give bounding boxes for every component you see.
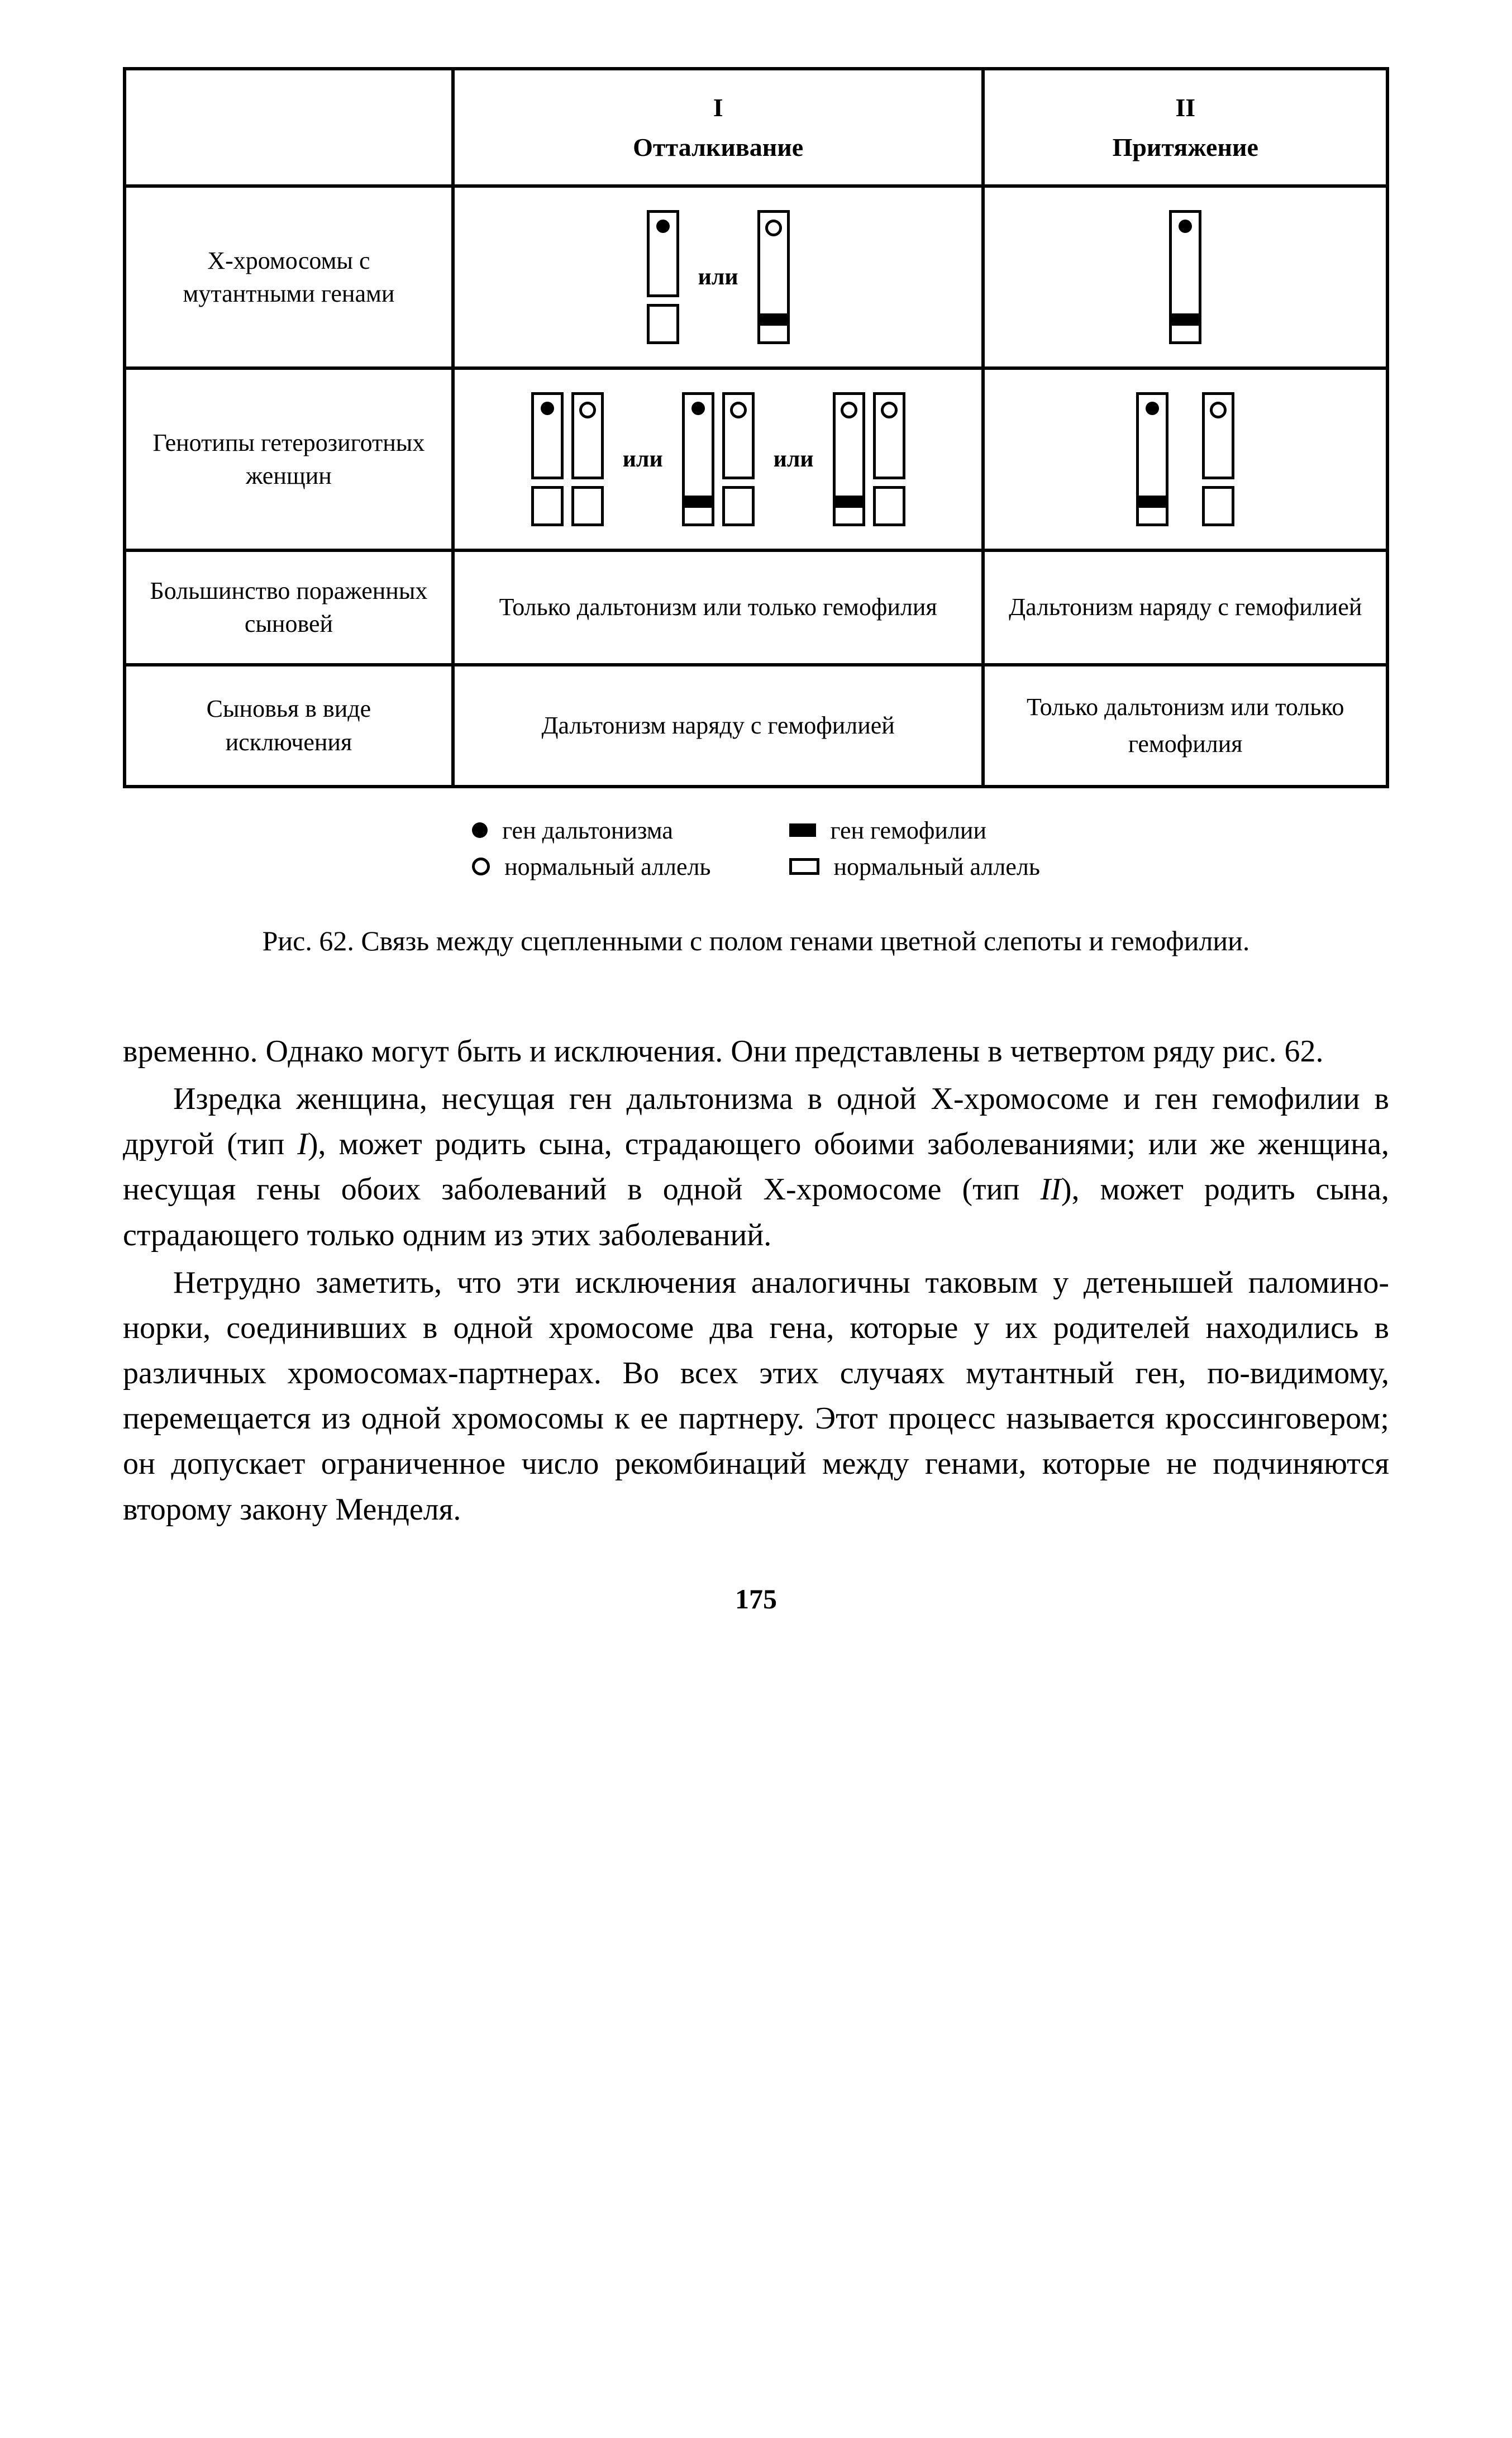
chromosome-pair bbox=[1136, 392, 1234, 526]
row1-mid-diagram: или bbox=[470, 210, 966, 344]
allele-dot-open-icon bbox=[1210, 402, 1227, 418]
chromosome-icon bbox=[647, 210, 679, 344]
allele-dot-filled-icon bbox=[541, 402, 554, 415]
chromosome-pair bbox=[833, 392, 905, 526]
chromosome-icon bbox=[571, 392, 604, 526]
header-blank bbox=[125, 69, 453, 186]
legend-col-right: ген гемофилии нормальный аллель bbox=[789, 816, 1040, 881]
header-col-attraction: II Притяжение bbox=[983, 69, 1387, 186]
allele-band-open-icon bbox=[531, 477, 564, 489]
figure-table: I Отталкивание II Притяжение Х-хромосомы… bbox=[123, 67, 1389, 788]
legend-rect-open-icon bbox=[789, 858, 819, 875]
row1-right bbox=[983, 186, 1387, 368]
chromosome-icon bbox=[1169, 210, 1201, 344]
allele-dot-open-icon bbox=[730, 402, 747, 418]
page-number: 175 bbox=[123, 1583, 1389, 1615]
row1-label: Х-хромосомы с мутантными генами bbox=[125, 186, 453, 368]
header-col2-name: Притяжение bbox=[1000, 132, 1370, 162]
chromosome-icon bbox=[1136, 392, 1168, 526]
allele-band-filled-icon bbox=[1169, 313, 1201, 326]
row3-label: Большинство пораженных сыновей bbox=[125, 550, 453, 665]
chromosome-pair bbox=[682, 392, 755, 526]
chromosome-icon bbox=[833, 392, 865, 526]
legend-label: нормальный аллель bbox=[834, 853, 1040, 881]
chromosome-icon bbox=[757, 210, 790, 344]
allele-band-open-icon bbox=[647, 294, 679, 307]
paragraph: Нетрудно заметить, что эти исключения ан… bbox=[123, 1260, 1389, 1532]
header-col2-num: II bbox=[1000, 93, 1370, 122]
legend-row: нормальный аллель bbox=[472, 853, 710, 881]
legend-label: ген гемофилии bbox=[831, 816, 987, 845]
header-col-repulsion: I Отталкивание bbox=[453, 69, 984, 186]
allele-dot-open-icon bbox=[765, 220, 782, 236]
legend-row: ген дальтонизма bbox=[472, 816, 710, 845]
row4-mid-text: Дальтонизм наряду с гемофилией bbox=[453, 665, 984, 787]
figure-legend: ген дальтонизма нормальный аллель ген ге… bbox=[123, 816, 1389, 881]
allele-band-open-icon bbox=[873, 477, 905, 489]
figure-caption: Рис. 62. Связь между сцепленными с полом… bbox=[156, 920, 1356, 962]
row2-label: Генотипы гетерозиготных женщин bbox=[125, 368, 453, 550]
chromosome-icon bbox=[873, 392, 905, 526]
row2-right-diagram bbox=[1000, 392, 1370, 526]
row2-right bbox=[983, 368, 1387, 550]
legend-label: ген дальтонизма bbox=[502, 816, 673, 845]
allele-band-filled-icon bbox=[1136, 496, 1168, 508]
allele-band-open-icon bbox=[571, 477, 604, 489]
allele-dot-filled-icon bbox=[691, 402, 705, 415]
allele-band-open-icon bbox=[1202, 477, 1234, 489]
legend-dot-open-icon bbox=[472, 858, 490, 875]
allele-band-filled-icon bbox=[757, 313, 790, 326]
header-col1-num: I bbox=[470, 93, 966, 122]
legend-row: ген гемофилии bbox=[789, 816, 1040, 845]
paragraph: Изредка женщина, несущая ген дальтонизма… bbox=[123, 1077, 1389, 1258]
row3-mid-text: Только дальтонизм или только гемофилия bbox=[453, 550, 984, 665]
chromosome-icon bbox=[531, 392, 564, 526]
allele-band-filled-icon bbox=[833, 496, 865, 508]
row3-right-text: Дальтонизм наряду с гемофилией bbox=[983, 550, 1387, 665]
chromosome-icon bbox=[722, 392, 755, 526]
page: I Отталкивание II Притяжение Х-хромосомы… bbox=[123, 67, 1389, 1615]
allele-dot-filled-icon bbox=[1146, 402, 1159, 415]
italic-type-2: II bbox=[1041, 1172, 1061, 1207]
chromosome-icon bbox=[1202, 392, 1234, 526]
row4-label: Сыновья в виде исключения bbox=[125, 665, 453, 787]
legend-dot-filled-icon bbox=[472, 822, 488, 838]
allele-dot-open-icon bbox=[881, 402, 898, 418]
chromosome-icon bbox=[682, 392, 714, 526]
row1-mid: или bbox=[453, 186, 984, 368]
row4-right-text: Только дальтонизм или только гемофилия bbox=[983, 665, 1387, 787]
separator-or: или bbox=[623, 446, 663, 473]
allele-dot-open-icon bbox=[579, 402, 596, 418]
row2-mid-diagram: или или bbox=[470, 392, 966, 526]
allele-dot-filled-icon bbox=[656, 220, 670, 233]
legend-col-left: ген дальтонизма нормальный аллель bbox=[472, 816, 710, 881]
body-text: временно. Однако могут быть и исключения… bbox=[123, 1029, 1389, 1532]
separator-or: или bbox=[698, 264, 738, 291]
allele-band-filled-icon bbox=[682, 496, 714, 508]
italic-type-1: I bbox=[297, 1127, 308, 1161]
legend-label: нормальный аллель bbox=[504, 853, 710, 881]
allele-dot-filled-icon bbox=[1179, 220, 1192, 233]
legend-row: нормальный аллель bbox=[789, 853, 1040, 881]
separator-or: или bbox=[774, 446, 814, 473]
allele-band-open-icon bbox=[722, 477, 755, 489]
row2-mid: или или bbox=[453, 368, 984, 550]
legend-rect-filled-icon bbox=[789, 823, 816, 837]
header-col1-name: Отталкивание bbox=[470, 132, 966, 162]
chromosome-pair bbox=[531, 392, 604, 526]
row1-right-diagram bbox=[1000, 210, 1370, 344]
allele-dot-open-icon bbox=[841, 402, 857, 418]
paragraph: временно. Однако могут быть и исключения… bbox=[123, 1029, 1389, 1074]
